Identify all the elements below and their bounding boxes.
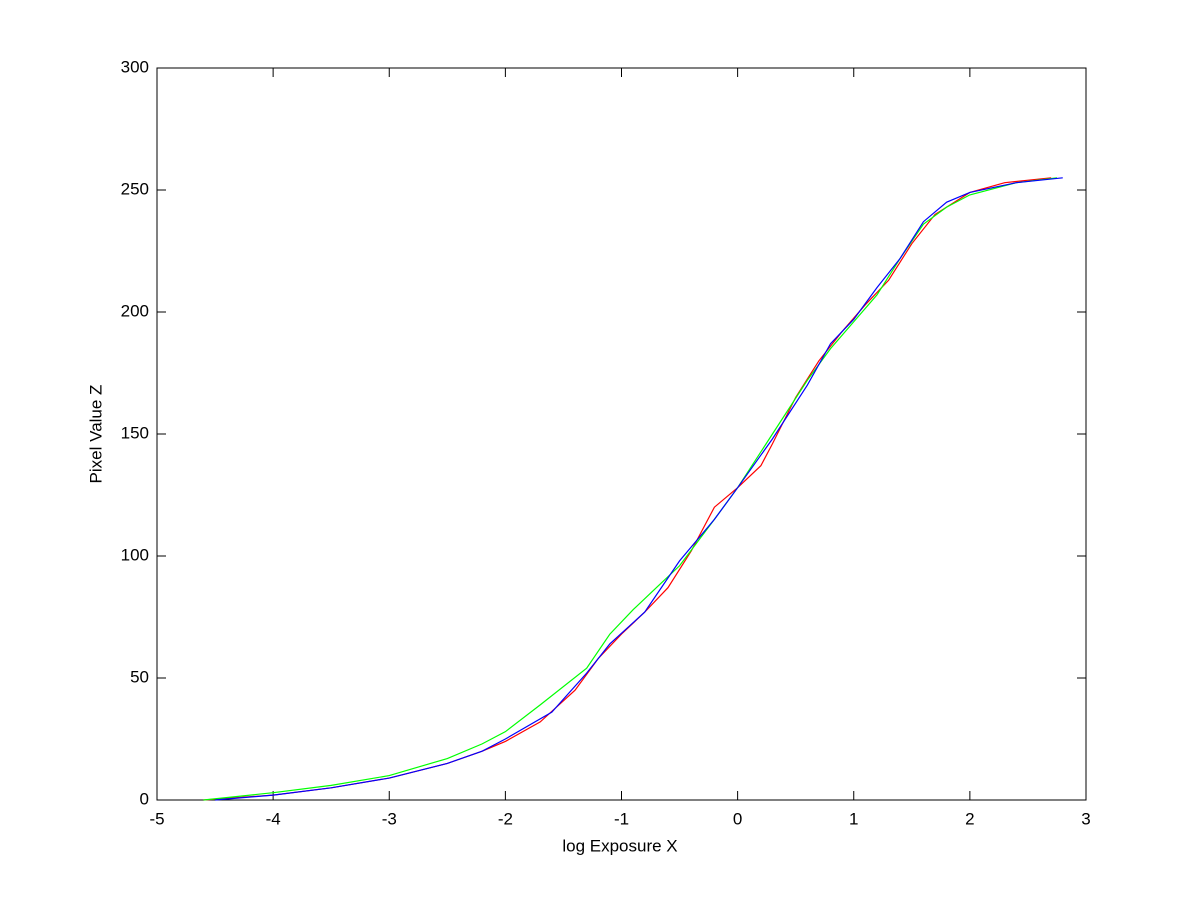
x-tick-label: 3 <box>1081 809 1090 828</box>
y-axis-label: Pixel Value Z <box>86 385 105 484</box>
y-tick-label: 100 <box>121 545 149 564</box>
x-axis-label: log Exposure X <box>562 836 677 855</box>
data-line <box>203 177 1058 801</box>
y-tick-label: 250 <box>121 179 149 198</box>
y-tick-label: 0 <box>140 789 149 808</box>
data-line <box>203 177 1052 801</box>
x-tick-label: -3 <box>382 809 397 828</box>
x-tick-label: 0 <box>733 809 742 828</box>
x-tick-label: -5 <box>149 809 164 828</box>
y-tick-label: 200 <box>121 301 149 320</box>
x-tick-label: 1 <box>849 809 858 828</box>
x-tick-label: -4 <box>266 809 281 828</box>
x-tick-label: 2 <box>965 809 974 828</box>
plot-frame <box>156 67 1087 801</box>
data-line <box>215 177 1063 801</box>
x-tick-label: -2 <box>498 809 513 828</box>
y-tick-label: 50 <box>130 667 149 686</box>
y-tick-label: 300 <box>121 57 149 76</box>
x-tick-label: -1 <box>614 809 629 828</box>
y-tick-label: 150 <box>121 423 149 442</box>
